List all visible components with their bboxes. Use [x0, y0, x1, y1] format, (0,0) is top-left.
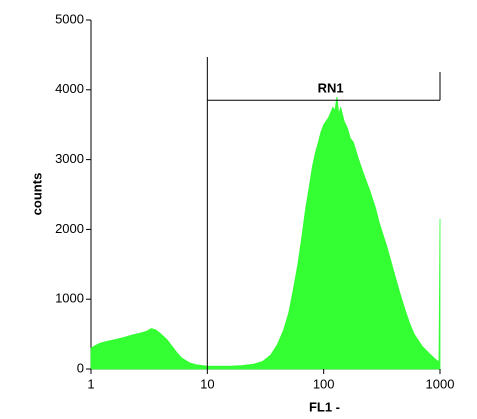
y-axis-label: counts: [29, 173, 44, 216]
x-tick-label: 100: [313, 376, 335, 391]
marker-label: RN1: [318, 81, 344, 96]
y-tick-label: 1000: [55, 291, 84, 306]
y-tick-label: 0: [77, 360, 84, 375]
x-axis-label: FL1 -: [309, 399, 340, 414]
histogram-area: [90, 96, 441, 370]
y-tick-label: 4000: [55, 81, 84, 96]
x-tick-label: 10: [200, 376, 214, 391]
y-tick-label: 5000: [55, 11, 84, 26]
x-tick-label: 1: [87, 376, 94, 391]
x-tick-label: 1000: [426, 376, 455, 391]
y-tick-label: 2000: [55, 221, 84, 236]
y-tick-label: 3000: [55, 151, 84, 166]
